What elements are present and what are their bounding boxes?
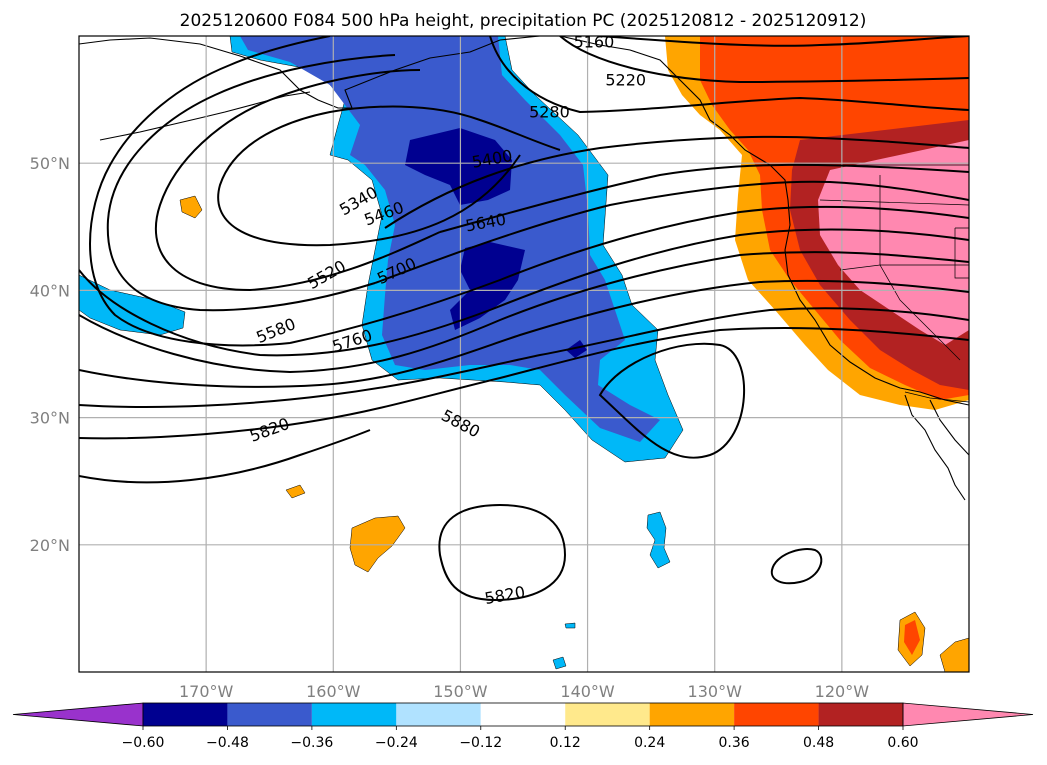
contour-small-ring: [770, 548, 823, 585]
contour-5460: [155, 69, 969, 292]
precip-shade-orange-islet: [179, 195, 203, 219]
map-frame: [78, 35, 970, 673]
colorbar-label: −0.36: [290, 735, 333, 751]
shaded-precipitation: [79, 36, 969, 672]
contour-label: 5160: [574, 32, 615, 51]
contour-label-text: 5220: [605, 71, 646, 90]
colorbar-label: −0.12: [459, 735, 502, 751]
contour-5820-lo: [438, 503, 567, 602]
precip-shade-dark-blue-north: [405, 128, 512, 205]
contour-5520: [106, 54, 969, 312]
colorbar-extend-high: [902, 702, 1034, 727]
contour-5880: [598, 342, 746, 459]
colorbar: −0.60 −0.48 −0.36 −0.24 −0.12 0.12 0.24 0.36 0.4…: [12, 702, 1034, 751]
lon-tick-label: 140°W: [560, 682, 615, 701]
contour-5700: [79, 251, 969, 374]
contour-5220: [559, 36, 969, 84]
colorbar-label: 0.24: [634, 735, 665, 751]
colorbar-swatch: [649, 703, 735, 726]
lat-tick-label: 40°N: [30, 281, 70, 300]
lat-tick-label: 20°N: [30, 536, 70, 555]
colorbar-label: −0.24: [375, 735, 418, 751]
coastline-alaska: [79, 36, 541, 109]
precip-shade-medium-blue: [240, 36, 660, 442]
lon-tick-label: 160°W: [306, 682, 361, 701]
colorbar-swatch: [818, 703, 903, 726]
contour-5280: [489, 36, 969, 114]
lat-tick-label: 50°N: [30, 154, 70, 173]
colorbar-swatch: [734, 703, 819, 726]
contour-label-text: 5160: [574, 32, 615, 51]
colorbar-frame: [142, 702, 904, 727]
lon-tick-label: 120°W: [815, 682, 870, 701]
graticule: [79, 36, 969, 672]
colorbar-swatch: [143, 703, 228, 726]
contour-5160: [599, 36, 969, 47]
colorbar-label: 0.60: [887, 735, 918, 751]
precip-shade-light-blue-isl1: [646, 511, 671, 569]
contour-5820-lower: [79, 429, 371, 484]
colorbar-swatch: [396, 703, 481, 726]
contour-5790: [79, 307, 969, 408]
lon-tick-label: 130°W: [688, 682, 743, 701]
colorbar-label: 0.36: [719, 735, 750, 751]
contour-5580: [89, 36, 969, 347]
precip-shade-pink: [818, 140, 969, 345]
colorbar-label: −0.48: [206, 735, 249, 751]
precip-shade-dark-blue-spot: [566, 340, 587, 358]
colorbar-label: −0.60: [122, 735, 165, 751]
contour-label-text: 5280: [529, 102, 570, 121]
contour-5640: [79, 228, 969, 357]
border-state-3: [839, 264, 961, 361]
precip-shade-orange-small: [285, 484, 306, 499]
contour-5760: [79, 279, 969, 388]
contour-5820-upper: [79, 327, 969, 440]
precip-shade-orange-mex: [939, 637, 969, 672]
precip-shade-orange-island-west: [349, 515, 406, 573]
colorbar-label: 0.48: [803, 735, 834, 751]
latitude-tick-labels: 50°N 40°N 30°N 20°N: [30, 154, 70, 555]
colorbar-label: 0.12: [550, 735, 581, 751]
height-contours: [79, 36, 969, 602]
lon-tick-label: 150°W: [433, 682, 488, 701]
colorbar-swatch: [565, 703, 650, 726]
precip-shade-light-blue-isl2: [552, 656, 567, 670]
figure-title: 2025120600 F084 500 hPa height, precipit…: [180, 11, 867, 31]
precip-shade-dark-blue-south: [450, 242, 525, 330]
precip-shade-light-blue-isl3: [564, 622, 576, 629]
longitude-tick-labels: 170°W 160°W 150°W 140°W 130°W 120°W: [179, 682, 869, 701]
colorbar-swatch: [311, 703, 397, 726]
colorbar-extend-low: [12, 702, 144, 727]
colorbar-swatch: [480, 703, 566, 726]
border-state-4: [954, 227, 969, 279]
lat-tick-label: 30°N: [30, 409, 70, 428]
lon-tick-label: 170°W: [179, 682, 234, 701]
colorbar-swatch: [227, 703, 312, 726]
border-state-1: [819, 199, 969, 206]
border-mexico-us: [904, 391, 969, 403]
coastline-mexico: [929, 399, 969, 456]
contour-5340: [217, 105, 561, 247]
contour-label: 5280: [529, 102, 570, 121]
precip-shade-red-baja: [904, 620, 920, 655]
coastline-baja: [904, 394, 966, 501]
contour-label: 5220: [605, 71, 646, 90]
contour-5400: [384, 135, 969, 229]
